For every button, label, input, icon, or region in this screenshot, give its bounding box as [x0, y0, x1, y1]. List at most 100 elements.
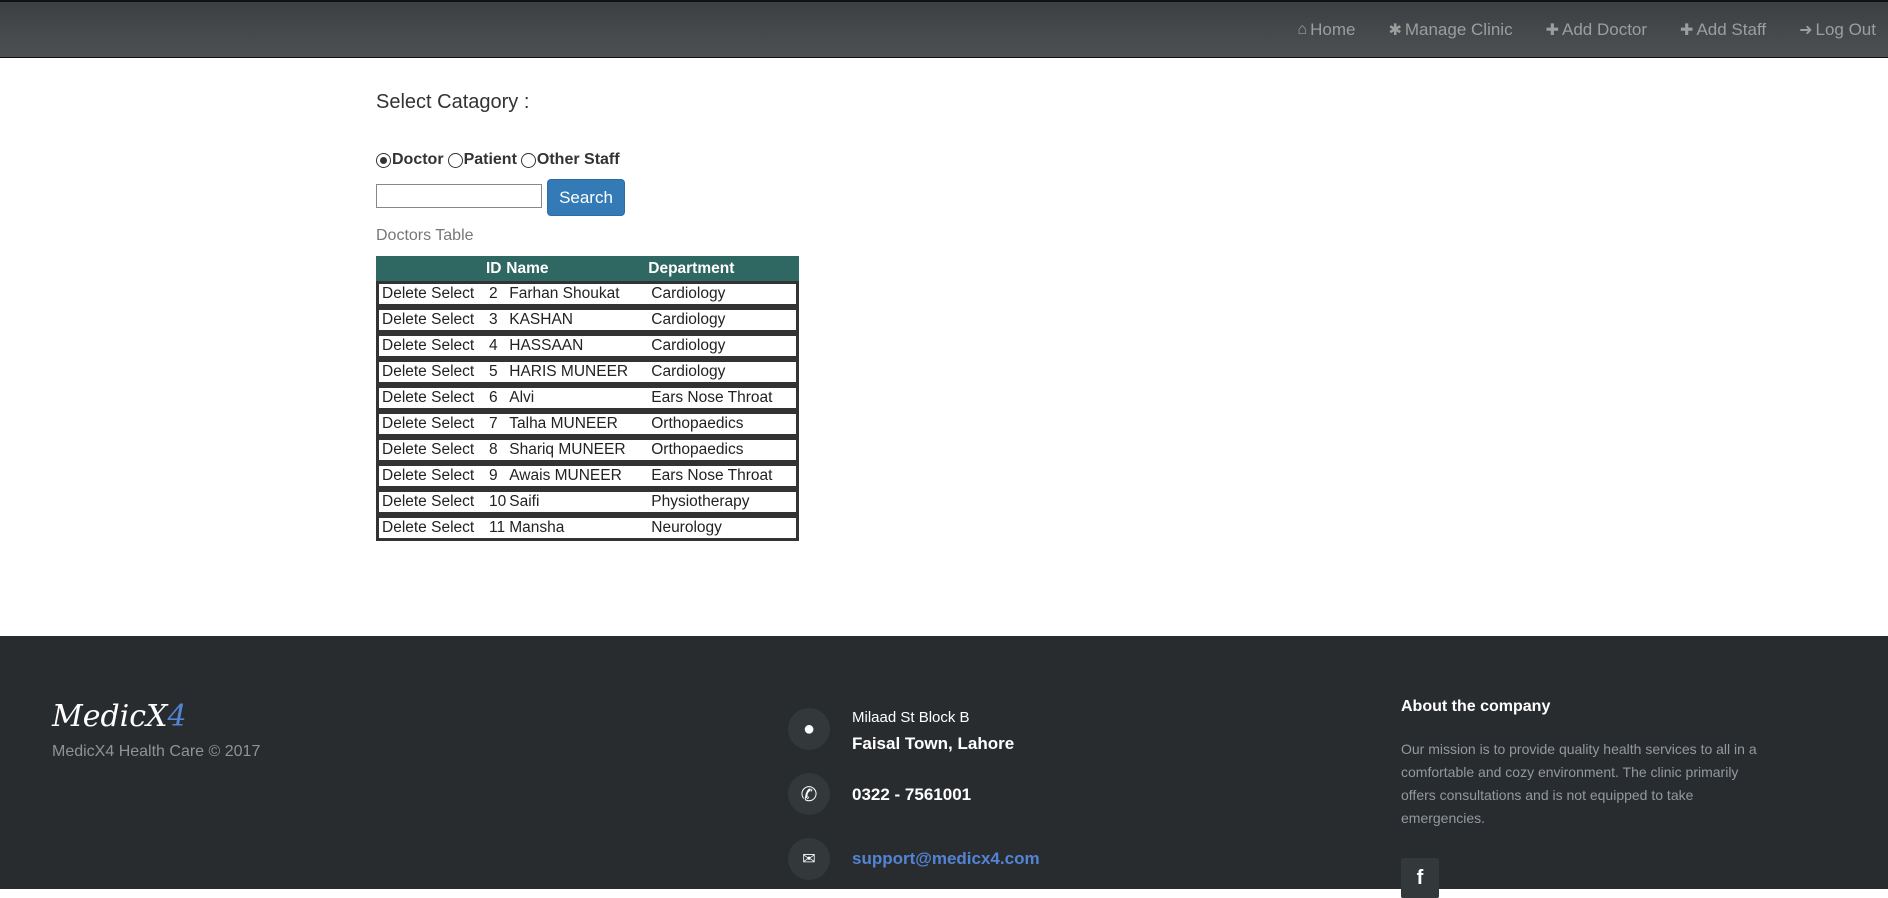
row-actions: Delete Select [376, 281, 486, 307]
select-link[interactable]: Select [431, 337, 475, 354]
select-link[interactable]: Select [431, 311, 475, 328]
cell-id: 7 [486, 411, 507, 437]
radio-label: Doctor [392, 151, 444, 168]
row-actions: Delete Select [376, 385, 486, 411]
nav-label: Manage Clinic [1404, 20, 1513, 39]
nav-item-log-out[interactable]: ➜ Log Out [1799, 20, 1876, 40]
cell-id: 11 [486, 515, 507, 541]
row-actions: Delete Select [376, 307, 486, 333]
cell-id: 8 [486, 437, 507, 463]
cell-id: 9 [486, 463, 507, 489]
about-heading: About the company [1401, 698, 1551, 715]
radio-doctor[interactable]: Doctor [376, 151, 444, 169]
table-row: Delete Select 2 Farhan Shoukat Cardiology [376, 281, 799, 307]
cell-department: Neurology [648, 515, 799, 541]
delete-link[interactable]: Delete [382, 493, 427, 510]
search-input[interactable] [376, 184, 542, 208]
cell-name: Alvi [506, 385, 649, 411]
table-row: Delete Select 4 HASSAAN Cardiology [376, 333, 799, 359]
cell-name: HARIS MUNEER [506, 359, 649, 385]
table-row: Delete Select 9 Awais MUNEER Ears Nose Thro… [376, 463, 799, 489]
select-link[interactable]: Select [431, 363, 475, 380]
cell-name: Mansha [506, 515, 649, 541]
radio-button[interactable] [447, 152, 463, 168]
nav-item-home[interactable]: ⌂ Home [1297, 20, 1355, 40]
nav-item-add-doctor[interactable]: ✚ Add Doctor [1546, 20, 1647, 40]
copyright: MedicX4 Health Care © 2017 [52, 743, 261, 760]
nav-item-manage-clinic[interactable]: ✱ Manage Clinic [1388, 20, 1512, 40]
address-line2: Faisal Town, Lahore [852, 734, 1015, 753]
cell-id: 5 [486, 359, 507, 385]
cell-id: 6 [486, 385, 507, 411]
delete-link[interactable]: Delete [382, 389, 427, 406]
select-link[interactable]: Select [431, 415, 475, 432]
top-navbar: ⌂ Home ✱ Manage Clinic ✚ Add Doctor ✚ Add Staff… [0, 0, 1888, 58]
table-row: Delete Select 7 Talha MUNEER Orthopaedics [376, 411, 799, 437]
cell-department: Cardiology [648, 281, 799, 307]
home-icon: ⌂ [1297, 21, 1308, 38]
about-text: Our mission is to provide quality health… [1401, 741, 1757, 826]
cell-id: 4 [486, 333, 507, 359]
row-actions: Delete Select [376, 489, 486, 515]
row-actions: Delete Select [376, 515, 486, 541]
nav-menu: ⌂ Home ✱ Manage Clinic ✚ Add Doctor ✚ Add Staff… [1297, 20, 1876, 40]
cell-id: 3 [486, 307, 507, 333]
nav-label: Home [1310, 20, 1356, 39]
cell-department: Ears Nose Throat [648, 385, 799, 411]
facebook-icon[interactable]: f [1401, 858, 1439, 898]
table-row: Delete Select 3 KASHAN Cardiology [376, 307, 799, 333]
row-actions: Delete Select [376, 463, 486, 489]
delete-link[interactable]: Delete [382, 337, 427, 354]
delete-link[interactable]: Delete [382, 311, 427, 328]
nav-label: Add Staff [1696, 20, 1767, 39]
select-link[interactable]: Select [431, 389, 475, 406]
select-link[interactable]: Select [431, 493, 475, 510]
column-header-name: Name [506, 256, 649, 281]
select-link[interactable]: Select [431, 441, 475, 458]
radio-patient[interactable]: Patient [447, 151, 517, 169]
envelope-icon: ✉ [788, 838, 830, 880]
radio-label: Other Staff [536, 151, 620, 168]
table-row: Delete Select 6 Alvi Ears Nose Throat [376, 385, 799, 411]
delete-link[interactable]: Delete [382, 415, 427, 432]
cell-id: 10 [486, 489, 507, 515]
cell-name: Farhan Shoukat [506, 281, 649, 307]
logo: MedicX4 [52, 699, 187, 734]
logout-icon: ➜ [1799, 22, 1813, 39]
table-row: Delete Select 11 Mansha Neurology [376, 515, 799, 541]
cell-name: Saifi [506, 489, 649, 515]
delete-link[interactable]: Delete [382, 285, 427, 302]
radio-button[interactable] [520, 152, 536, 168]
page-title: Select Catagory : [376, 91, 530, 113]
table-row: Delete Select 5 HARIS MUNEER Cardiology [376, 359, 799, 385]
row-actions: Delete Select [376, 359, 486, 385]
radio-button[interactable] [376, 152, 391, 168]
radio-label: Patient [463, 151, 517, 168]
delete-link[interactable]: Delete [382, 363, 427, 380]
delete-link[interactable]: Delete [382, 519, 427, 536]
cell-department: Cardiology [648, 333, 799, 359]
row-actions: Delete Select [376, 411, 486, 437]
search-button[interactable]: Search [547, 179, 625, 216]
phone-number: 0322 - 7561001 [852, 785, 972, 804]
cell-department: Physiotherapy [648, 489, 799, 515]
column-header-department: Department [648, 256, 799, 281]
cell-department: Orthopaedics [648, 437, 799, 463]
select-link[interactable]: Select [431, 519, 475, 536]
cell-department: Cardiology [648, 307, 799, 333]
plus-icon: ✚ [1680, 22, 1694, 39]
table-header-row: ID Name Department [376, 256, 799, 281]
row-actions: Delete Select [376, 333, 486, 359]
email-link[interactable]: support@medicx4.com [852, 849, 1040, 868]
select-link[interactable]: Select [431, 285, 475, 302]
cell-department: Cardiology [648, 359, 799, 385]
nav-item-add-staff[interactable]: ✚ Add Staff [1680, 20, 1766, 40]
delete-link[interactable]: Delete [382, 441, 427, 458]
plus-icon: ✚ [1545, 22, 1559, 39]
delete-link[interactable]: Delete [382, 467, 427, 484]
radio-other-staff[interactable]: Other Staff [520, 151, 620, 169]
column-header-id: ID [486, 256, 507, 281]
cell-id: 2 [486, 281, 507, 307]
select-link[interactable]: Select [431, 467, 475, 484]
category-radio-group: Doctor Patient Other Staff [376, 151, 620, 169]
